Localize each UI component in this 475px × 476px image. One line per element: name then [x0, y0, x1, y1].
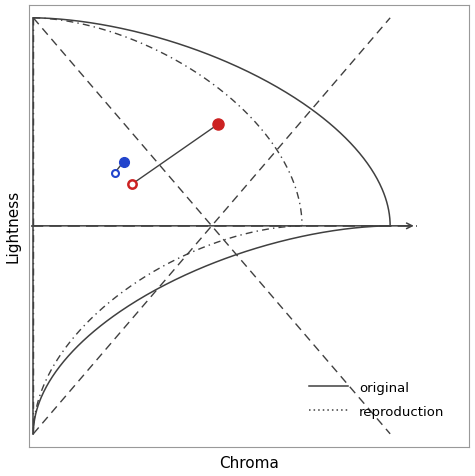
- Legend: original, reproduction: original, reproduction: [304, 376, 450, 423]
- Y-axis label: Lightness: Lightness: [6, 190, 20, 263]
- X-axis label: Chroma: Chroma: [219, 456, 279, 470]
